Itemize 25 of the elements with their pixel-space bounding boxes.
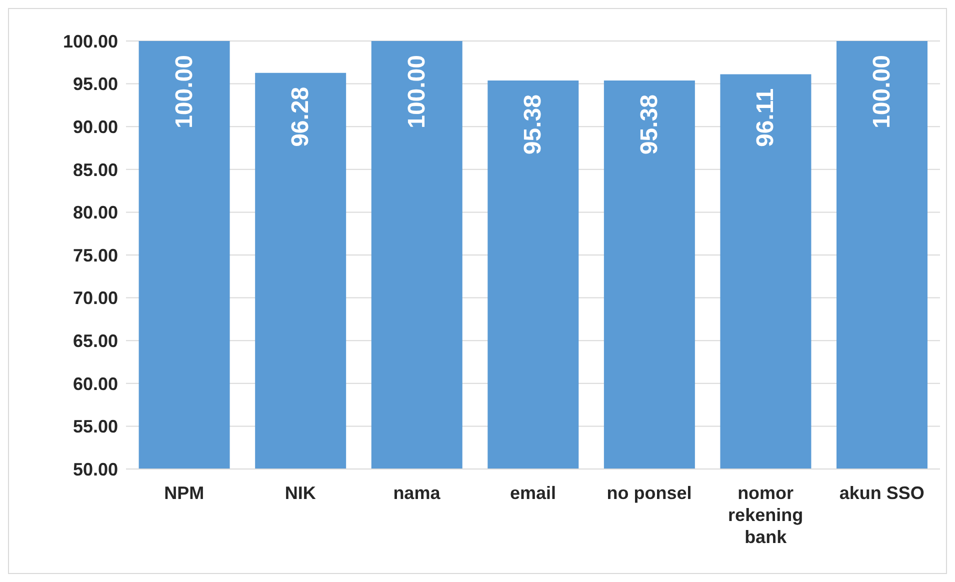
y-tick-label: 85.00	[72, 160, 118, 180]
data-label: 95.38	[636, 94, 663, 155]
y-tick-label: 75.00	[72, 245, 118, 266]
y-tick-label: 80.00	[72, 202, 118, 223]
x-tick-label: no ponsel	[606, 483, 692, 503]
x-tick-label: NIK	[284, 483, 316, 503]
data-label: 96.11	[752, 88, 780, 148]
data-label: 95.38	[520, 94, 547, 155]
y-tick-label: 65.00	[72, 330, 118, 351]
y-tick-label: 50.00	[72, 459, 118, 480]
y-tick-label: 70.00	[72, 288, 118, 308]
y-tick-label: 90.00	[72, 116, 118, 137]
y-tick-label: 100.00	[62, 31, 118, 52]
y-tick-label: 55.00	[72, 416, 118, 437]
data-label: 96.28	[287, 86, 314, 147]
data-label: 100.00	[170, 55, 198, 128]
y-tick-label: 60.00	[72, 374, 118, 394]
x-tick-label: nomor rekening bank	[728, 483, 804, 547]
y-tick-label: 95.00	[72, 74, 118, 94]
data-label: 100.00	[868, 55, 896, 128]
x-tick-label: email	[510, 483, 556, 503]
x-tick-label: nama	[393, 483, 442, 503]
x-tick-label: NPM	[164, 483, 204, 503]
data-label: 100.00	[403, 55, 430, 128]
x-tick-label: akun SSO	[839, 483, 924, 503]
